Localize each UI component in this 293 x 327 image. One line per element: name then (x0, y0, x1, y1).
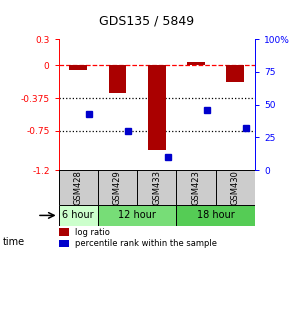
Text: GSM429: GSM429 (113, 170, 122, 205)
Bar (69, 65, 87, 70)
Text: 12 hour: 12 hour (118, 210, 156, 220)
Bar (109, 65, 126, 93)
Text: percentile rank within the sample: percentile rank within the sample (75, 239, 217, 248)
Text: GSM428: GSM428 (74, 170, 83, 205)
Text: 18 hour: 18 hour (197, 210, 234, 220)
Bar (226, 65, 244, 82)
Bar (148, 65, 166, 150)
Bar (187, 62, 205, 65)
Text: GSM433: GSM433 (152, 170, 161, 205)
Text: GDS135 / 5849: GDS135 / 5849 (99, 15, 194, 28)
Bar (59, 239, 69, 248)
Text: 6 hour: 6 hour (62, 210, 94, 220)
Bar (59, 228, 69, 236)
Bar (176, 205, 255, 226)
Text: GSM423: GSM423 (192, 170, 200, 205)
Bar (59, 205, 98, 226)
Text: time: time (3, 237, 25, 247)
Text: log ratio: log ratio (75, 228, 110, 237)
Bar (98, 205, 176, 226)
Text: GSM430: GSM430 (231, 170, 240, 205)
